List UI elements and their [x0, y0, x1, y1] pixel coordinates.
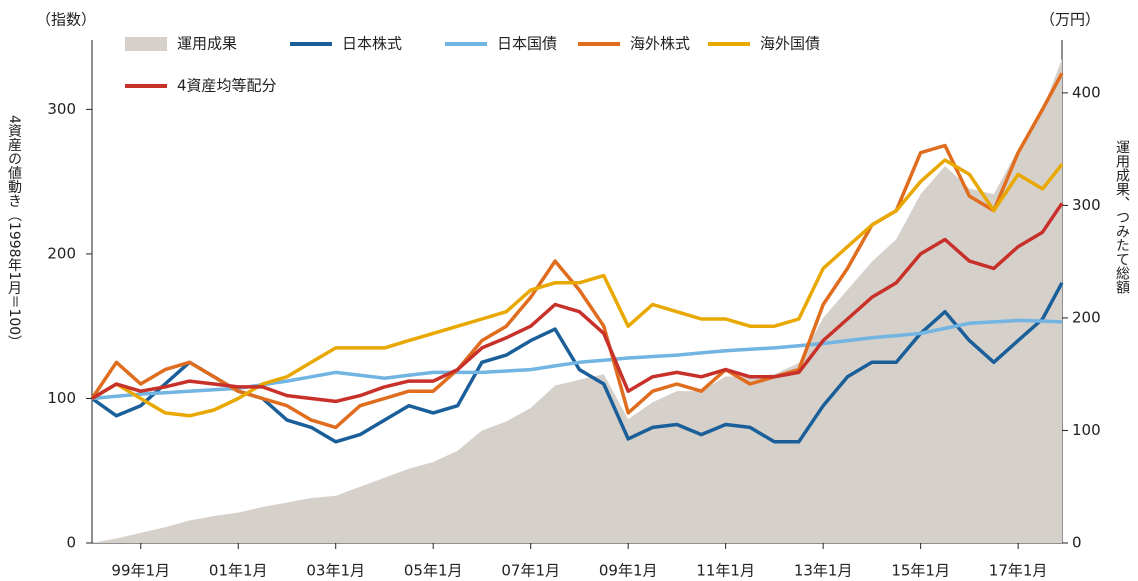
- legend-label: 日本株式: [342, 35, 402, 53]
- chart: （指数） （万円） 4資産の値動き（1998年1月＝100） 運用成果、つみたて…: [0, 0, 1138, 581]
- legend-label: 運用成果: [177, 35, 237, 53]
- y-unit: （指数）: [36, 11, 96, 29]
- y2-unit: （万円）: [1040, 11, 1100, 29]
- legend-swatch: [125, 37, 167, 51]
- legend-label: 日本国債: [497, 35, 557, 53]
- legend-label: 海外国債: [760, 35, 820, 53]
- y-axis-label: 4資産の値動き（1998年1月＝100）: [6, 115, 22, 349]
- x-tick-label: 17年1月: [989, 562, 1048, 580]
- x-tick-label: 07年1月: [501, 562, 560, 580]
- x-tick-label: 09年1月: [599, 562, 658, 580]
- legend-label: 4資産均等配分: [177, 77, 277, 95]
- y-tick-label: 200: [47, 244, 76, 262]
- x-tick-label: 99年1月: [111, 562, 170, 580]
- x-tick-label: 05年1月: [404, 562, 463, 580]
- y2-tick-label: 400: [1072, 83, 1101, 101]
- x-tick-label: 03年1月: [306, 562, 365, 580]
- y2-tick-label: 200: [1072, 308, 1101, 326]
- area: [92, 59, 1062, 543]
- y2-axis-label: 運用成果、つみたて総額: [1114, 140, 1130, 294]
- x-tick-label: 13年1月: [794, 562, 853, 580]
- y2-tick-label: 0: [1072, 534, 1082, 552]
- x-tick-label: 15年1月: [891, 562, 950, 580]
- y2-tick-label: 100: [1072, 421, 1101, 439]
- y-tick-label: 300: [47, 100, 76, 118]
- x-tick-label: 01年1月: [209, 562, 268, 580]
- y-tick-label: 0: [66, 534, 76, 552]
- y2-tick-label: 300: [1072, 196, 1101, 214]
- y-tick-label: 100: [47, 389, 76, 407]
- x-tick-label: 11年1月: [696, 562, 755, 580]
- legend-label: 海外株式: [630, 35, 690, 53]
